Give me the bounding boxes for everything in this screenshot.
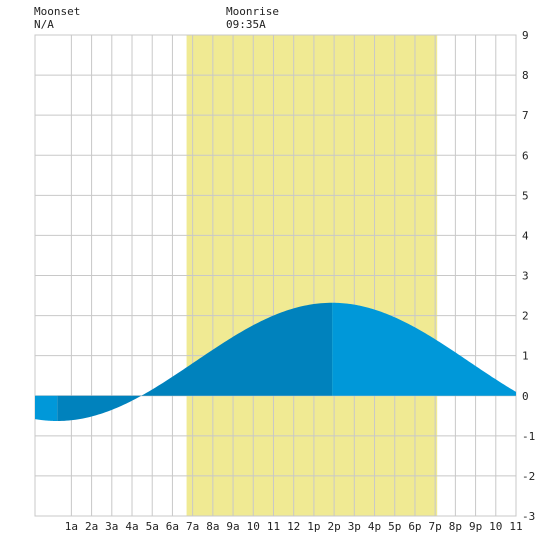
x-tick-label: 10 bbox=[489, 520, 502, 533]
x-tick-label: 2p bbox=[327, 520, 340, 533]
moonrise-time: 09:35A bbox=[226, 18, 266, 31]
plot-border bbox=[34, 34, 517, 517]
x-tick-label: 4a bbox=[125, 520, 138, 533]
y-tick-label: 5 bbox=[522, 189, 529, 202]
tide-area-rising bbox=[57, 302, 333, 421]
x-tick-label: 12 bbox=[287, 520, 300, 533]
x-tick-label: 7a bbox=[186, 520, 199, 533]
y-tick-label: 6 bbox=[522, 149, 529, 162]
x-tick-label: 1p bbox=[307, 520, 320, 533]
x-tick-label: 8p bbox=[449, 520, 462, 533]
x-tick-label: 11 bbox=[267, 520, 280, 533]
x-tick-label: 2a bbox=[85, 520, 98, 533]
x-tick-label: 9a bbox=[226, 520, 239, 533]
y-tick-label: 8 bbox=[522, 69, 529, 82]
tide-area-falling-early bbox=[35, 395, 58, 421]
x-tick-label: 10 bbox=[247, 520, 260, 533]
x-tick-label: 1a bbox=[65, 520, 78, 533]
x-tick-label: 3a bbox=[105, 520, 118, 533]
x-tick-label: 3p bbox=[348, 520, 361, 533]
moonset-time: N/A bbox=[34, 18, 54, 31]
x-tick-label: 6a bbox=[166, 520, 179, 533]
y-tick-label: 9 bbox=[522, 29, 529, 42]
x-tick-label: 11 bbox=[509, 520, 522, 533]
y-tick-label: 7 bbox=[522, 109, 529, 122]
tide-area-falling bbox=[332, 302, 516, 396]
x-tick-label: 9p bbox=[469, 520, 482, 533]
y-tick-label: 3 bbox=[522, 270, 529, 283]
moonset-label: Moonset bbox=[34, 5, 81, 18]
y-tick-label: -1 bbox=[522, 430, 535, 443]
y-tick-label: 4 bbox=[522, 229, 529, 242]
x-tick-label: 8a bbox=[206, 520, 219, 533]
y-tick-label: 0 bbox=[522, 390, 529, 403]
y-tick-label: 1 bbox=[522, 350, 529, 363]
y-tick-label: -2 bbox=[522, 470, 535, 483]
x-tick-label: 6p bbox=[408, 520, 421, 533]
x-tick-label: 5a bbox=[146, 520, 159, 533]
y-tick-label: 2 bbox=[522, 310, 529, 323]
x-tick-label: 7p bbox=[429, 520, 442, 533]
y-tick-label: -3 bbox=[522, 510, 535, 523]
moonrise-label: Moonrise bbox=[226, 5, 279, 18]
x-tick-label: 5p bbox=[388, 520, 401, 533]
x-tick-label: 4p bbox=[368, 520, 381, 533]
